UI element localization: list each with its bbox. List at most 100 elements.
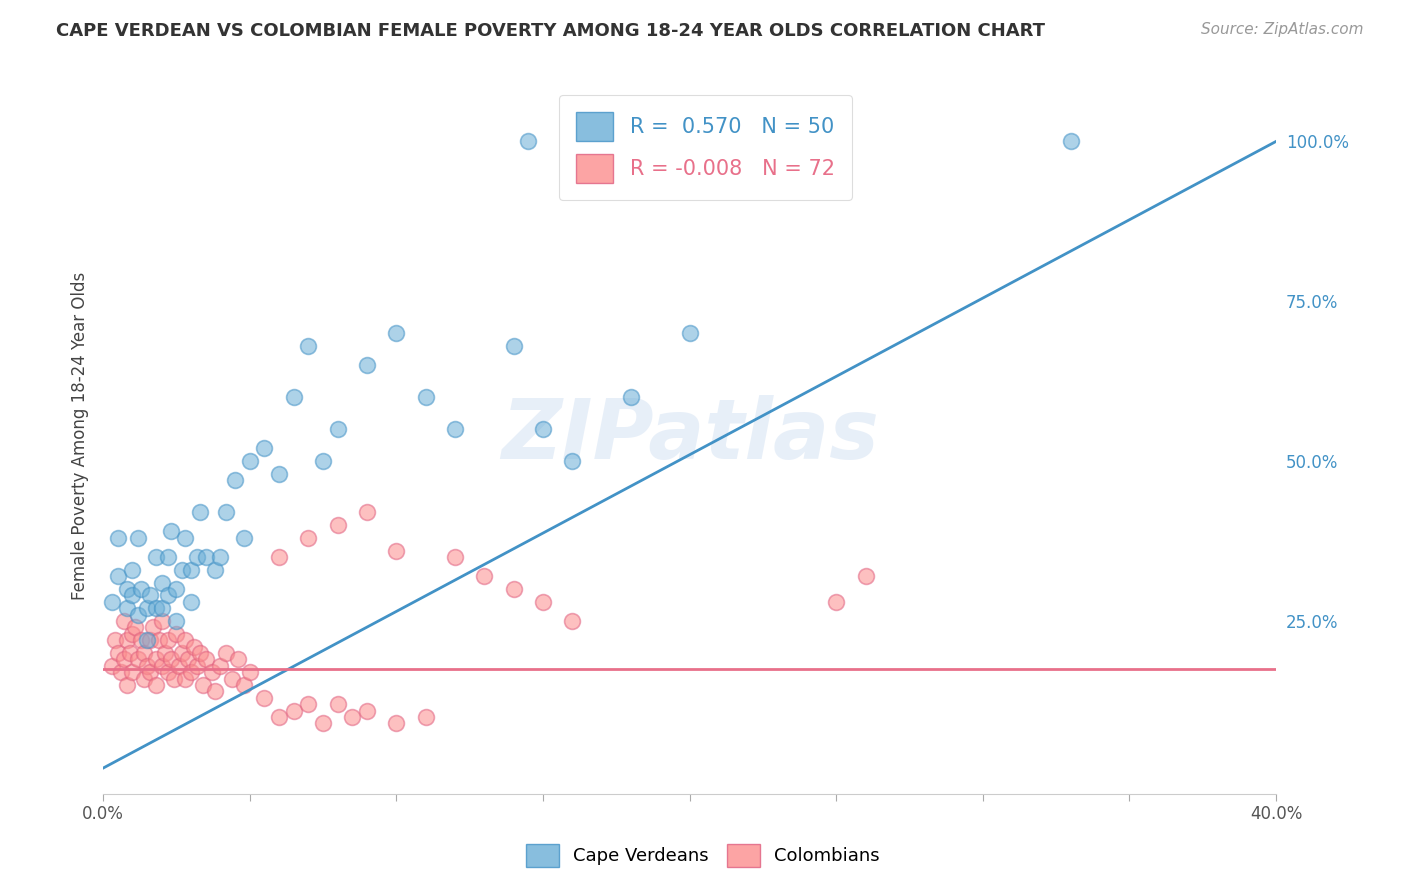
- Point: [326, 422, 349, 436]
- Point: [101, 595, 124, 609]
- Point: [121, 627, 143, 641]
- Point: [209, 550, 232, 565]
- Point: [150, 601, 173, 615]
- Point: [127, 652, 149, 666]
- Point: [183, 640, 205, 654]
- Point: [159, 652, 181, 666]
- Point: [156, 589, 179, 603]
- Point: [221, 672, 243, 686]
- Point: [531, 595, 554, 609]
- Text: Source: ZipAtlas.com: Source: ZipAtlas.com: [1201, 22, 1364, 37]
- Point: [502, 582, 524, 596]
- Point: [124, 620, 146, 634]
- Point: [186, 550, 208, 565]
- Point: [356, 704, 378, 718]
- Point: [127, 607, 149, 622]
- Point: [232, 678, 254, 692]
- Point: [356, 358, 378, 372]
- Point: [194, 652, 217, 666]
- Point: [204, 684, 226, 698]
- Point: [855, 569, 877, 583]
- Point: [297, 339, 319, 353]
- Point: [136, 633, 159, 648]
- Point: [239, 665, 262, 680]
- Point: [267, 550, 290, 565]
- Point: [825, 595, 848, 609]
- Point: [283, 704, 305, 718]
- Point: [118, 646, 141, 660]
- Point: [139, 589, 162, 603]
- Point: [129, 582, 152, 596]
- Point: [139, 665, 162, 680]
- Point: [267, 710, 290, 724]
- Point: [232, 531, 254, 545]
- Point: [678, 326, 700, 341]
- Point: [385, 716, 408, 731]
- Point: [253, 442, 276, 456]
- Point: [326, 697, 349, 711]
- Point: [1060, 135, 1083, 149]
- Point: [297, 697, 319, 711]
- Point: [191, 678, 214, 692]
- Point: [239, 454, 262, 468]
- Point: [502, 339, 524, 353]
- Point: [174, 633, 197, 648]
- Point: [134, 672, 156, 686]
- Point: [194, 550, 217, 565]
- Point: [283, 390, 305, 404]
- Point: [472, 569, 495, 583]
- Point: [444, 422, 467, 436]
- Point: [159, 524, 181, 539]
- Point: [150, 575, 173, 590]
- Point: [444, 550, 467, 565]
- Point: [112, 614, 135, 628]
- Text: CAPE VERDEAN VS COLOMBIAN FEMALE POVERTY AMONG 18-24 YEAR OLDS CORRELATION CHART: CAPE VERDEAN VS COLOMBIAN FEMALE POVERTY…: [56, 22, 1045, 40]
- Point: [620, 390, 643, 404]
- Point: [165, 582, 187, 596]
- Point: [215, 646, 238, 660]
- Point: [115, 582, 138, 596]
- Point: [101, 658, 124, 673]
- Point: [561, 614, 583, 628]
- Point: [204, 563, 226, 577]
- Point: [121, 563, 143, 577]
- Point: [531, 422, 554, 436]
- Point: [174, 531, 197, 545]
- Point: [107, 531, 129, 545]
- Point: [385, 326, 408, 341]
- Point: [267, 467, 290, 481]
- Point: [172, 646, 194, 660]
- Point: [156, 550, 179, 565]
- Point: [145, 652, 167, 666]
- Point: [188, 646, 211, 660]
- Point: [177, 652, 200, 666]
- Point: [121, 665, 143, 680]
- Point: [385, 543, 408, 558]
- Point: [107, 569, 129, 583]
- Point: [156, 665, 179, 680]
- Point: [115, 601, 138, 615]
- Point: [209, 658, 232, 673]
- Point: [215, 505, 238, 519]
- Point: [110, 665, 132, 680]
- Y-axis label: Female Poverty Among 18-24 Year Olds: Female Poverty Among 18-24 Year Olds: [72, 271, 89, 599]
- Point: [312, 716, 335, 731]
- Text: ZIPatlas: ZIPatlas: [501, 395, 879, 476]
- Point: [150, 658, 173, 673]
- Point: [104, 633, 127, 648]
- Point: [129, 633, 152, 648]
- Point: [253, 690, 276, 705]
- Point: [136, 658, 159, 673]
- Point: [186, 658, 208, 673]
- Point: [145, 601, 167, 615]
- Point: [201, 665, 224, 680]
- Point: [165, 627, 187, 641]
- Point: [415, 710, 437, 724]
- Point: [153, 646, 176, 660]
- Point: [180, 595, 202, 609]
- Point: [188, 505, 211, 519]
- Point: [115, 678, 138, 692]
- Point: [297, 531, 319, 545]
- Point: [127, 531, 149, 545]
- Point: [142, 620, 165, 634]
